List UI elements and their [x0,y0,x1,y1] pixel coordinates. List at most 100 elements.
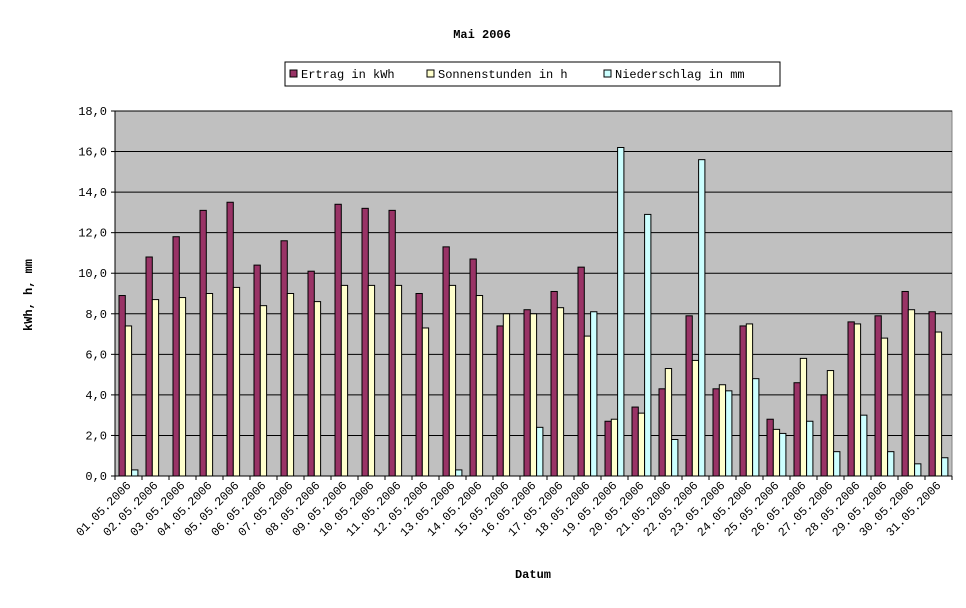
bar-ertrag [658,388,666,477]
y-tick-label: 12,0 [78,227,107,241]
bar-ertrag [874,315,882,477]
bar-niederschlag [914,463,922,477]
bar-niederschlag [860,414,868,477]
bar-ertrag [604,420,612,477]
x-axis-label: Datum [515,568,551,582]
bar-ertrag [280,240,288,477]
bar-ertrag [199,209,207,477]
y-tick-label: 14,0 [78,186,107,200]
bar-ertrag [685,315,693,477]
bar-sonnenstunden [691,359,700,477]
bar-ertrag [253,264,261,477]
bar-sonnenstunden [664,368,673,477]
bar-niederschlag [536,426,544,477]
bar-niederschlag [752,378,760,477]
y-tick-label: 0,0 [85,470,107,484]
bar-sonnenstunden [880,337,889,477]
bar-sonnenstunden [475,295,484,477]
bar-sonnenstunden [772,428,781,477]
bar-sonnenstunden [394,284,403,477]
bar-sonnenstunden [259,305,268,477]
y-axis-label: kWh, h, mm [22,259,36,331]
bar-niederschlag [779,432,787,477]
bar-ertrag [820,394,828,477]
bar-sonnenstunden [907,309,916,477]
bar-niederschlag [671,439,679,477]
bar-sonnenstunden [826,370,835,477]
bar-sonnenstunden [340,284,349,477]
bar-ertrag [442,246,450,477]
y-tick-label: 6,0 [85,348,107,362]
bar-sonnenstunden [583,335,592,477]
legend-entry: Ertrag in kWh [301,68,395,82]
bar-sonnenstunden [637,412,646,477]
chart-title: Mai 2006 [453,28,511,42]
bar-ertrag [361,207,369,477]
legend-entry: Niederschlag in mm [615,68,745,82]
y-tick-label: 2,0 [85,429,107,443]
bar-niederschlag [806,420,814,477]
bar-sonnenstunden [286,293,295,477]
bar-sonnenstunden [934,331,943,477]
bar-ertrag [847,321,855,477]
bar-ertrag [388,209,396,477]
bar-ertrag [118,295,126,477]
bar-sonnenstunden [313,301,322,477]
bar-niederschlag [887,451,895,477]
legend-entry: Sonnenstunden in h [438,68,568,82]
bar-ertrag [496,325,504,477]
bar-ertrag [793,382,801,477]
bar-ertrag [631,406,639,477]
bar-sonnenstunden [556,307,565,477]
bar-ertrag [766,418,774,477]
bar-ertrag [172,236,180,477]
bar-ertrag [469,258,477,477]
legend-swatch [426,69,435,78]
bar-sonnenstunden [745,323,754,477]
bar-niederschlag [725,390,733,477]
bar-ertrag [577,266,585,477]
legend-swatch [289,69,298,78]
bar-ertrag [712,388,720,477]
bar-ertrag [307,270,315,477]
bar-niederschlag [617,147,625,477]
bar-sonnenstunden [421,327,430,477]
bar-niederschlag [644,213,652,477]
bar-sonnenstunden [610,418,619,477]
bar-sonnenstunden [853,323,862,477]
y-tick-label: 18,0 [78,105,107,119]
bar-sonnenstunden [502,313,511,477]
bar-sonnenstunden [718,384,727,477]
y-tick-label: 16,0 [78,146,107,160]
bar-ertrag [901,290,909,477]
bar-ertrag [226,201,234,477]
legend: Ertrag in kWh Sonnenstunden in h Niedersch… [284,61,781,87]
bar-ertrag [928,311,936,477]
bar-sonnenstunden [205,293,214,477]
bar-sonnenstunden [151,299,160,477]
bar-ertrag [550,290,558,477]
bar-ertrag [523,309,531,477]
bar-niederschlag [698,159,706,477]
bar-sonnenstunden [799,357,808,477]
bar-sonnenstunden [448,284,457,477]
bar-niederschlag [941,457,949,477]
bar-ertrag [145,256,153,477]
bar-sonnenstunden [232,286,241,477]
bar-niederschlag [455,469,463,477]
bar-ertrag [415,293,423,477]
legend-box [284,61,781,87]
bar-sonnenstunden [178,297,187,477]
bar-ertrag [334,203,342,477]
bar-ertrag [739,325,747,477]
bar-niederschlag [590,311,598,477]
bar-niederschlag [833,451,841,477]
bar-sonnenstunden [367,284,376,477]
y-tick-label: 8,0 [85,308,107,322]
legend-swatch [603,69,612,78]
bar-sonnenstunden [529,313,538,477]
bar-sonnenstunden [124,325,133,477]
y-tick-label: 4,0 [85,389,107,403]
y-tick-label: 10,0 [78,267,107,281]
